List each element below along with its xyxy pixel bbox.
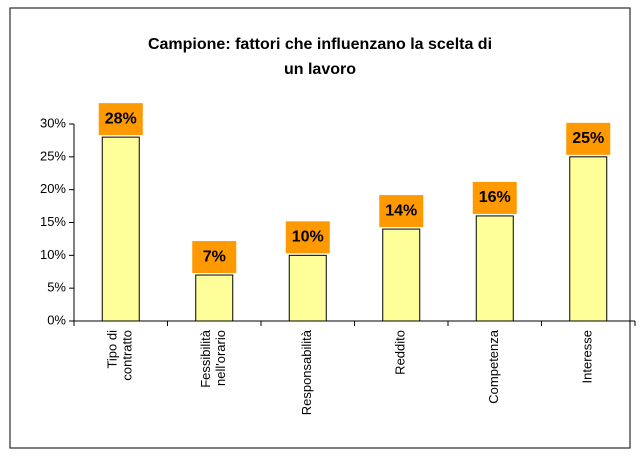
value-label-box [192, 241, 237, 274]
value-label-box [98, 103, 143, 136]
chart-title: Campione: fattori che influenzano la sce… [148, 36, 492, 78]
bar [101, 136, 140, 322]
value-label-box [379, 195, 424, 228]
x-tick-label: Reddito [393, 330, 408, 375]
value-label: 16% [479, 189, 511, 206]
value-label-box [566, 122, 611, 155]
y-tick-label: 10% [40, 247, 66, 262]
y-tick-label: 25% [40, 148, 66, 163]
value-label: 14% [385, 202, 417, 219]
y-tick-label: 20% [40, 181, 66, 196]
y-tick-label: 30% [40, 115, 66, 130]
x-tick-label: Responsabilità [299, 329, 314, 415]
bar [569, 156, 608, 322]
value-label-box [472, 181, 517, 214]
bar [288, 254, 327, 322]
x-tick-label: Fessibilitànell'orario [198, 329, 228, 388]
x-tick-label: Interesse [580, 330, 595, 383]
x-tick-label: Competenza [486, 329, 501, 403]
bar [195, 274, 234, 322]
y-tick-label: 5% [47, 280, 66, 295]
bar [475, 215, 514, 322]
value-label: 28% [105, 110, 137, 127]
y-tick-label: 0% [47, 312, 66, 327]
value-label: 10% [292, 229, 324, 246]
value-label: 25% [572, 130, 604, 147]
value-label: 7% [203, 248, 226, 265]
x-tick-label: Tipo dicontratto [105, 330, 135, 381]
bar [382, 228, 421, 322]
y-tick-label: 15% [40, 214, 66, 229]
value-label-box [285, 221, 330, 254]
